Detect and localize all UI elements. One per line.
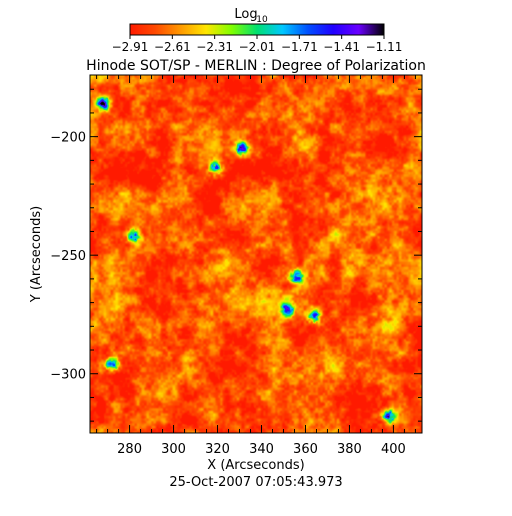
colorbar-label: Log (234, 7, 257, 22)
colorbar-ticks: −2.91 −2.61 −2.31 −2.01 −1.71 −1.41 −1.11 (112, 35, 403, 54)
heatmap-field (90, 75, 422, 433)
x-tick-label: 300 (161, 442, 186, 457)
colorbar-tick-label: −2.01 (239, 40, 276, 54)
colorbar-gradient (129, 23, 385, 36)
x-tick-label: 380 (337, 442, 362, 457)
colorbar-tick-label: −1.11 (366, 40, 403, 54)
x-axis: 280 300 320 340 360 380 400 (96, 75, 416, 457)
y-tick-label: −250 (50, 249, 86, 264)
x-tick-label: 320 (205, 442, 230, 457)
x-tick-label: 280 (117, 442, 142, 457)
colorbar-tick-label: −2.91 (112, 40, 149, 54)
x-axis-label: X (Arcseconds) (207, 458, 304, 473)
y-tick-label: −300 (50, 368, 86, 383)
heatmap-image (90, 75, 422, 433)
timestamp: 25-Oct-2007 07:05:43.973 (169, 475, 342, 490)
colorbar-tick-label: −1.71 (281, 40, 318, 54)
x-tick-label: 400 (381, 442, 406, 457)
x-tick-label: 360 (293, 442, 318, 457)
x-tick-label: 340 (249, 442, 274, 457)
y-axis-label: Y (Arcseconds) (29, 206, 44, 303)
plot-area: 280 300 320 340 360 380 400 −200 −250 −300 (50, 74, 423, 457)
colorbar: Log 10 −2.91 −2.61 −2.31 −2.01 −1.71 −1.41 −1.… (112, 7, 403, 54)
y-axis: −200 −250 −300 (50, 88, 422, 422)
colorbar-label-subscript: 10 (256, 15, 268, 25)
chart-title: Hinode SOT/SP - MERLIN : Degree of Polar… (86, 58, 426, 74)
colorbar-tick-label: −2.31 (196, 40, 233, 54)
plot-frame (89, 74, 423, 434)
y-tick-label: −200 (50, 131, 86, 146)
colorbar-tick-label: −2.61 (154, 40, 191, 54)
colorbar-tick-label: −1.41 (323, 40, 360, 54)
